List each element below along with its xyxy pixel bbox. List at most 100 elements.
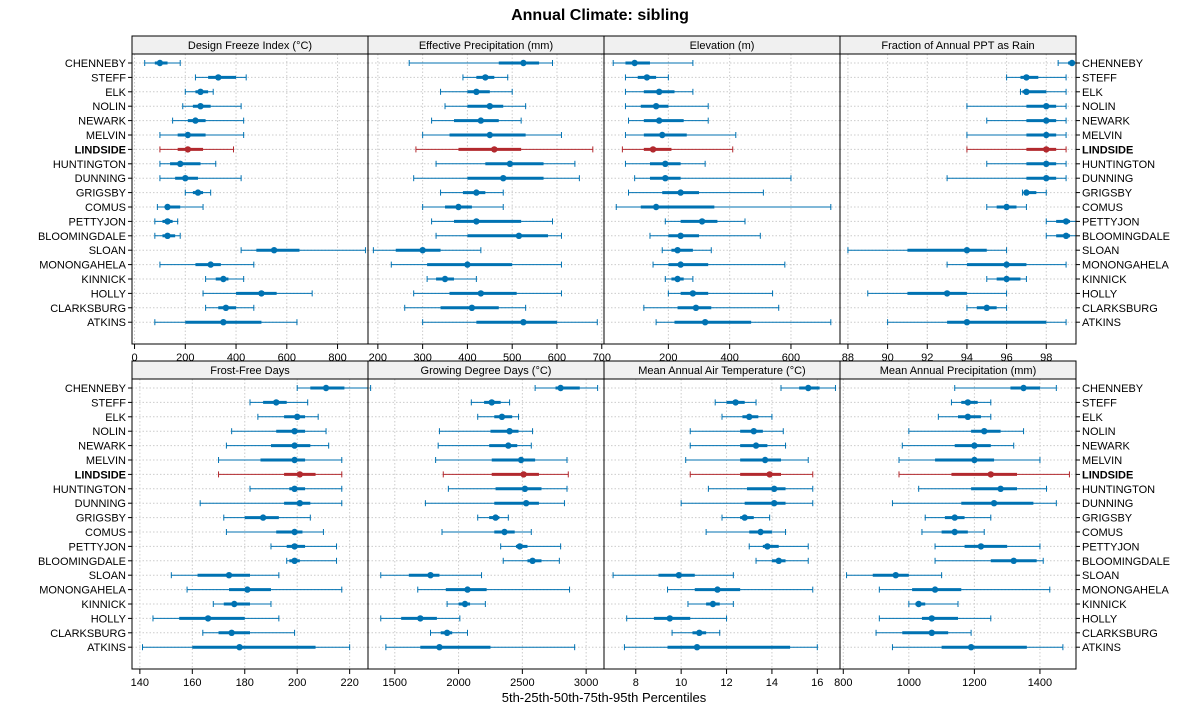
median-point <box>741 514 748 521</box>
median-point <box>182 175 189 182</box>
interval-newark <box>225 442 330 449</box>
site-label-right-melvin: MELVIN <box>1082 455 1122 467</box>
interval-bloomingdale <box>154 232 181 239</box>
chart-title: Annual Climate: sibling <box>511 7 689 24</box>
site-label-left-monongahela: MONONGAHELA <box>39 585 126 597</box>
site-label-right-elk: ELK <box>1082 412 1103 424</box>
median-point <box>197 88 204 96</box>
interval-elk <box>184 88 214 96</box>
site-label-left-atkins: ATKINS <box>87 642 126 654</box>
interval-elk <box>477 413 520 420</box>
median-point <box>709 600 717 608</box>
median-point <box>291 557 298 564</box>
site-label-left-newark: NEWARK <box>78 116 127 128</box>
x-tick-label: 180 <box>236 677 254 689</box>
site-label-right-holly: HOLLY <box>1082 613 1118 625</box>
interval-steff <box>194 74 247 81</box>
median-point <box>1023 189 1030 196</box>
interval-monongahela <box>159 261 255 268</box>
median-point <box>473 218 480 225</box>
median-point <box>659 131 666 139</box>
median-point <box>764 543 771 550</box>
site-label-left-comus: COMUS <box>85 527 126 539</box>
site-label-left-nolin: NOLIN <box>92 101 126 113</box>
site-label-left-steff: STEFF <box>91 72 126 84</box>
median-point <box>1043 117 1050 124</box>
interval-huntington <box>159 160 217 167</box>
median-point <box>652 103 660 110</box>
median-point <box>464 261 471 268</box>
interval-bloomingdale <box>286 557 338 564</box>
panel-frame <box>839 53 1077 345</box>
site-label-right-steff: STEFF <box>1082 397 1117 409</box>
median-point <box>228 629 235 636</box>
site-label-left-grigsby: GRIGSBY <box>76 513 127 525</box>
site-label-left-lindside: LINDSIDE <box>75 144 126 156</box>
panel-frame <box>839 378 1077 670</box>
median-point <box>931 586 939 593</box>
site-label-right-chenneby: CHENNEBY <box>1082 383 1144 395</box>
site-label-left-atkins: ATKINS <box>87 317 126 329</box>
interval-huntington <box>624 160 706 167</box>
site-label-left-chenneby: CHENNEBY <box>65 383 127 395</box>
site-label-right-sloan: SLOAN <box>1082 245 1119 257</box>
median-point <box>928 615 935 622</box>
median-point <box>204 615 212 622</box>
interval-newark <box>901 442 1015 449</box>
x-tick-label: 160 <box>183 677 201 689</box>
median-point <box>498 413 506 420</box>
x-tick-label: 0 <box>131 352 137 364</box>
site-label-right-pettyjon: PETTYJON <box>1082 541 1140 553</box>
median-point <box>693 644 701 651</box>
median-point <box>520 319 527 326</box>
median-point <box>964 399 972 406</box>
interval-clarksburg <box>205 304 255 311</box>
interval-comus <box>921 528 985 536</box>
interval-steff <box>1006 74 1067 81</box>
median-point <box>164 232 171 239</box>
x-tick-label: 1400 <box>1028 677 1052 689</box>
interval-pettyjon <box>934 543 1041 550</box>
median-point <box>194 189 202 196</box>
interval-comus <box>422 203 504 211</box>
median-point <box>714 586 721 593</box>
median-point <box>964 413 972 420</box>
median-point <box>244 586 251 593</box>
interval-sloan <box>847 247 1008 254</box>
median-point <box>197 103 204 110</box>
median-point <box>1068 59 1076 67</box>
median-point <box>674 275 681 283</box>
interval-elk <box>721 413 773 420</box>
interval-kinnick <box>908 600 959 608</box>
median-point <box>1020 384 1027 392</box>
interval-atkins <box>655 319 832 326</box>
interval-holly <box>626 615 728 622</box>
median-point <box>928 629 935 636</box>
interval-bloomingdale <box>502 557 560 564</box>
interval-steff <box>249 399 309 406</box>
interval-holly <box>878 615 992 622</box>
interval-melvin <box>685 456 809 464</box>
x-tick-label: 1500 <box>383 677 407 689</box>
site-label-right-comus: COMUS <box>1082 527 1123 539</box>
median-point <box>522 500 530 507</box>
site-label-right-grigsby: GRIGSBY <box>1082 513 1133 525</box>
median-point <box>766 471 773 478</box>
median-point <box>746 413 753 420</box>
site-label-left-monongahela: MONONGAHELA <box>39 260 126 272</box>
interval-clarksburg <box>202 629 296 636</box>
site-label-right-atkins: ATKINS <box>1082 642 1121 654</box>
site-label-left-kinnick: KINNICK <box>81 274 126 286</box>
interval-chenneby <box>144 59 181 67</box>
panel-growing-degree-days: Growing Degree Days (°C) 1500 2000 2500 3000 <box>367 360 605 689</box>
interval-steff <box>714 399 757 406</box>
interval-dunning <box>199 500 343 507</box>
interval-huntington <box>447 485 568 492</box>
panel-title: Elevation (m) <box>690 40 755 52</box>
median-point <box>291 528 298 536</box>
median-point <box>631 59 638 67</box>
site-label-right-dunning: DUNNING <box>1082 173 1133 185</box>
interval-sloan <box>380 572 483 579</box>
median-point <box>506 428 513 435</box>
median-point <box>291 442 298 449</box>
